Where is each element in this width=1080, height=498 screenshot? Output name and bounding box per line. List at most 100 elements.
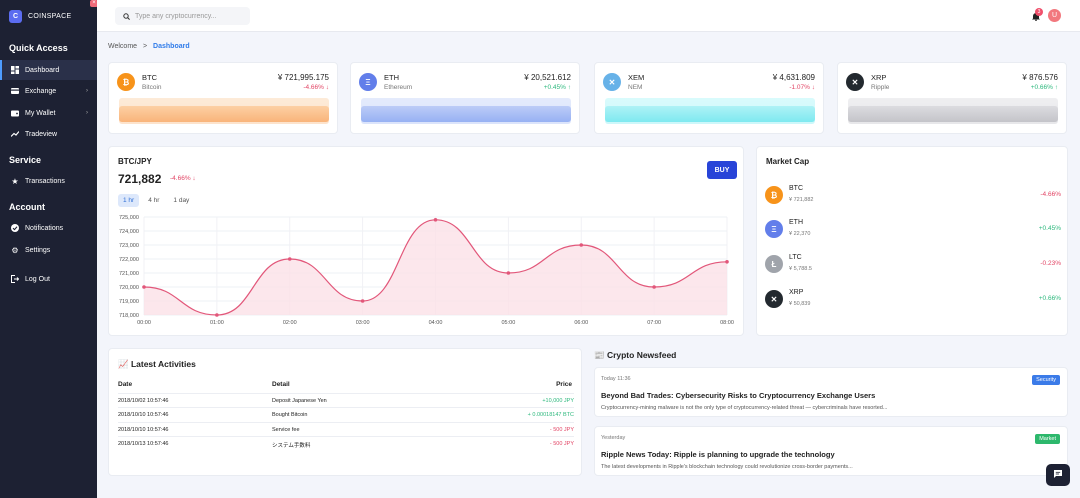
y-tick-label: 719,000: [119, 299, 139, 305]
data-point: [579, 243, 584, 247]
sidebar-item-my-wallet[interactable]: My Wallet ›: [0, 103, 97, 123]
row-detail: システム手数料: [272, 443, 311, 449]
coin-name: Ethereum: [384, 84, 413, 91]
news-excerpt: The latest developments in Ripple's bloc…: [601, 464, 853, 470]
breadcrumb-separator: >: [143, 43, 148, 50]
sidebar-item-label: Notifications: [25, 224, 64, 232]
table-row[interactable]: 2018/10/13 10:57:46 システム手数料 - 500 JPY: [118, 436, 574, 450]
sidebar-item-label: Settings: [25, 246, 51, 254]
sidebar-item-exchange[interactable]: Exchange ›: [0, 81, 97, 101]
star-icon: ★: [11, 176, 19, 186]
ethereum-icon: Ξ: [359, 73, 377, 91]
row-detail: Service fee: [272, 427, 300, 433]
market-cap-row[interactable]: ✕ XRP ¥ 50,839 +0.66%: [765, 284, 1061, 314]
market-cap-row[interactable]: Ł LTC ¥ 5,788.5 -0.23%: [765, 249, 1061, 279]
y-tick-label: 718,000: [119, 313, 139, 319]
news-excerpt: Cryptocurrency-mining malware is not the…: [601, 405, 888, 411]
news-tag[interactable]: Security: [1032, 375, 1060, 385]
news-headline[interactable]: Ripple News Today: Ripple is planning to…: [601, 450, 835, 459]
coin-symbol: XRP: [871, 73, 887, 82]
coin-symbol: XRP: [789, 289, 804, 296]
trend-icon: [11, 130, 19, 138]
bitcoin-icon: ₿: [117, 73, 135, 91]
sidebar-item-notifications[interactable]: Notifications: [0, 218, 97, 238]
latest-activities-panel: 📈 Latest Activities Date Detail Price 20…: [108, 348, 582, 476]
y-tick-label: 720,000: [119, 285, 139, 291]
breadcrumb-home[interactable]: Welcome: [108, 43, 138, 50]
data-point: [506, 271, 511, 275]
news-item[interactable]: Yesterday Ripple News Today: Ripple is p…: [594, 426, 1068, 476]
data-point: [142, 285, 146, 289]
coin-card-xem[interactable]: ✕ XEM NEM ¥ 4,631.809 -1.07% ↓: [594, 62, 824, 134]
nem-icon: ✕: [603, 73, 621, 91]
series-line: [143, 219, 728, 316]
sidebar-item-log-out[interactable]: Log Out: [0, 269, 97, 289]
row-date: 2018/10/02 10:57:46: [118, 398, 169, 404]
tab-4-hr[interactable]: 4 hr: [148, 197, 160, 204]
newsfeed-title: 📰 Crypto Newsfeed: [594, 350, 677, 360]
wallet-icon: [11, 109, 19, 117]
y-tick-label: 722,000: [119, 257, 139, 263]
x-tick-label: 00:00: [137, 320, 151, 326]
column-header-detail: Detail: [272, 381, 290, 388]
chart-current-value: 721,882: [118, 172, 162, 186]
chevron-right-icon: ›: [86, 110, 88, 116]
section-service: Service: [9, 155, 42, 165]
market-cap-row[interactable]: Ξ ETH ¥ 22,370 +0.45%: [765, 214, 1061, 244]
search-box[interactable]: [115, 7, 250, 25]
sidebar-item-settings[interactable]: ⚙ Settings: [0, 240, 97, 260]
tab-1-hr[interactable]: 1 hr: [118, 194, 140, 207]
buy-button[interactable]: BUY: [707, 161, 737, 179]
coin-name: NEM: [628, 84, 643, 91]
news-headline[interactable]: Beyond Bad Trades: Cybersecurity Risks t…: [601, 391, 876, 400]
coin-change: +0.66%: [1038, 295, 1061, 302]
topbar: 3 U: [97, 0, 1080, 32]
table-row[interactable]: 2018/10/02 10:57:46 Deposit Japanese Yen…: [118, 393, 574, 407]
x-tick-label: 05:00: [501, 320, 515, 326]
coin-symbol: BTC: [142, 73, 157, 82]
tab-1-day[interactable]: 1 day: [173, 197, 190, 204]
y-tick-label: 724,000: [119, 229, 139, 235]
close-icon[interactable]: ×: [90, 0, 98, 7]
sidebar-item-dashboard[interactable]: Dashboard: [0, 60, 97, 80]
price-chart-panel: BTC/JPY 721,882 -4.66% ↓ BUY 1 hr 4 hr 1…: [108, 146, 744, 336]
data-point: [725, 260, 729, 264]
sidebar-item-tradeview[interactable]: Tradeview: [0, 124, 97, 144]
table-row[interactable]: 2018/10/10 10:57:46 Service fee - 500 JP…: [118, 422, 574, 436]
news-item[interactable]: Today 11:36 Beyond Bad Trades: Cybersecu…: [594, 367, 1068, 417]
coin-card-xrp[interactable]: ✕ XRP Ripple ¥ 876.576 +0.66% ↑: [837, 62, 1067, 134]
data-point: [215, 313, 219, 317]
sidebar-item-label: My Wallet: [25, 109, 56, 117]
gear-icon: ⚙: [11, 245, 19, 255]
y-tick-label: 725,000: [119, 215, 139, 221]
chat-button[interactable]: [1046, 464, 1070, 486]
brand[interactable]: C COINSPACE: [0, 0, 97, 32]
coin-sparkline: [605, 98, 815, 124]
section-account: Account: [9, 202, 45, 212]
coin-sparkline: [361, 98, 571, 124]
chat-icon: [1053, 466, 1063, 484]
coin-card-eth[interactable]: Ξ ETH Ethereum ¥ 20,521.612 +0.45% ↑: [350, 62, 580, 134]
column-header-price: Price: [556, 381, 572, 388]
avatar[interactable]: U: [1048, 9, 1061, 22]
sidebar-item-label: Dashboard: [25, 66, 60, 74]
row-price: +10,000 JPY: [542, 398, 574, 404]
area-fill: [144, 219, 727, 315]
coin-card-btc[interactable]: ₿ BTC Bitcoin ¥ 721,995.175 -4.66% ↓: [108, 62, 338, 134]
coin-symbol: XEM: [628, 73, 645, 82]
sidebar-item-transactions[interactable]: ★ Transactions: [0, 171, 97, 191]
market-cap-row[interactable]: ₿ BTC ¥ 721,882 -4.66%: [765, 180, 1061, 210]
sidebar-item-label: Log Out: [25, 275, 50, 283]
notification-bell[interactable]: 3: [1032, 8, 1043, 23]
ethereum-icon: Ξ: [765, 220, 783, 238]
exchange-icon: [11, 87, 19, 95]
coin-price: ¥ 5,788.5: [789, 266, 812, 272]
ripple-icon: ✕: [765, 290, 783, 308]
chevron-right-icon: ›: [86, 88, 88, 94]
notification-count-badge: 3: [1035, 8, 1043, 16]
brand-name: COINSPACE: [28, 12, 72, 20]
chart-change: -4.66% ↓: [170, 175, 196, 182]
search-input[interactable]: [135, 12, 245, 20]
table-row[interactable]: 2018/10/10 10:57:46 Bought Bitcoin + 0.0…: [118, 407, 574, 421]
news-tag[interactable]: Market: [1035, 434, 1060, 444]
